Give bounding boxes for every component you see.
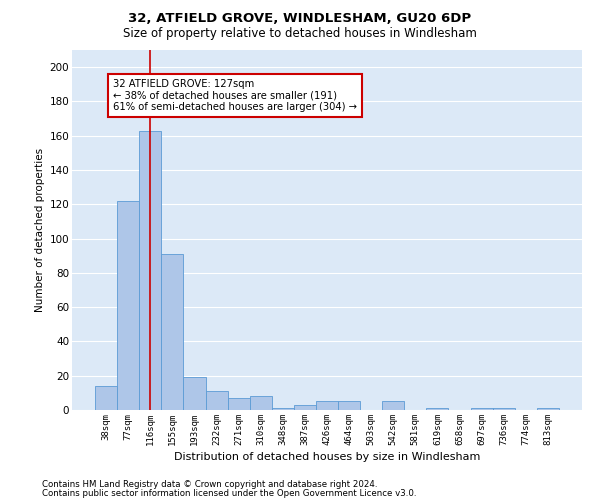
Bar: [493, 408, 515, 410]
Bar: [184, 378, 206, 410]
Bar: [95, 386, 117, 410]
Bar: [338, 402, 360, 410]
Bar: [161, 254, 184, 410]
Bar: [272, 408, 294, 410]
Bar: [427, 408, 448, 410]
Y-axis label: Number of detached properties: Number of detached properties: [35, 148, 46, 312]
Bar: [206, 391, 227, 410]
Text: Contains public sector information licensed under the Open Government Licence v3: Contains public sector information licen…: [42, 489, 416, 498]
Bar: [294, 405, 316, 410]
Bar: [470, 408, 493, 410]
Bar: [250, 396, 272, 410]
Bar: [227, 398, 250, 410]
Bar: [117, 201, 139, 410]
Bar: [537, 408, 559, 410]
Text: Size of property relative to detached houses in Windlesham: Size of property relative to detached ho…: [123, 28, 477, 40]
Text: 32 ATFIELD GROVE: 127sqm
← 38% of detached houses are smaller (191)
61% of semi-: 32 ATFIELD GROVE: 127sqm ← 38% of detach…: [113, 79, 357, 112]
Bar: [382, 402, 404, 410]
Text: Contains HM Land Registry data © Crown copyright and database right 2024.: Contains HM Land Registry data © Crown c…: [42, 480, 377, 489]
Bar: [139, 130, 161, 410]
Text: 32, ATFIELD GROVE, WINDLESHAM, GU20 6DP: 32, ATFIELD GROVE, WINDLESHAM, GU20 6DP: [128, 12, 472, 26]
Bar: [316, 402, 338, 410]
X-axis label: Distribution of detached houses by size in Windlesham: Distribution of detached houses by size …: [174, 452, 480, 462]
